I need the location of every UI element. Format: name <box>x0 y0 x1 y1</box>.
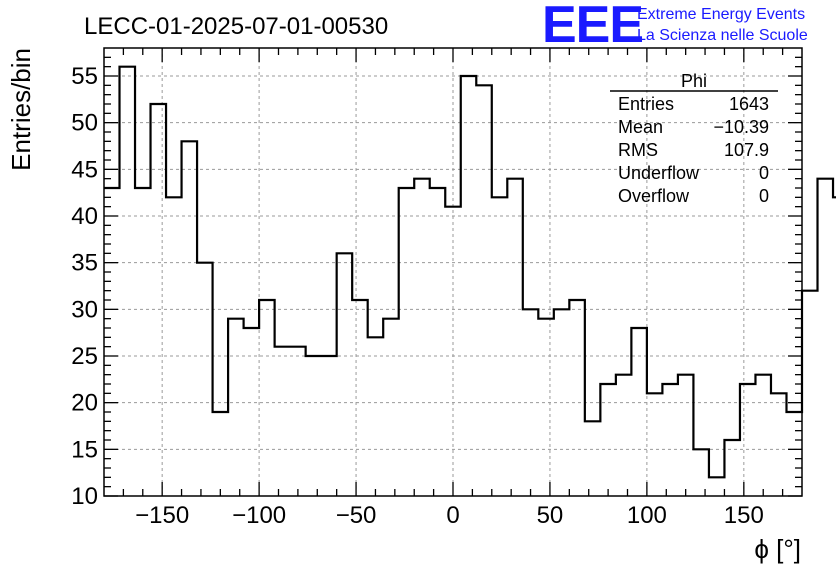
stats-row-value: 0 <box>759 163 769 183</box>
y-tick-label: 35 <box>71 250 98 277</box>
stats-row-label: Mean <box>618 117 663 137</box>
x-tick-label: 150 <box>724 502 764 529</box>
eee-logo-text: EEE <box>542 0 643 54</box>
brand-line-1: Extreme Energy Events <box>637 6 805 23</box>
y-tick-label: 25 <box>71 343 98 370</box>
y-tick-label: 55 <box>71 63 98 90</box>
grid-lines <box>104 48 802 497</box>
y-axis-ticks: 10 15 20 25 30 35 40 45 50 55 <box>71 56 802 510</box>
x-axis-label: ϕ [°] <box>754 534 801 564</box>
y-tick-label: 15 <box>71 436 98 463</box>
x-tick-label: −150 <box>135 502 189 529</box>
y-tick-label: 45 <box>71 156 98 183</box>
x-axis-ticks: −150 −100 −50 0 50 100 150 <box>122 48 784 529</box>
stats-row-value: 107.9 <box>724 140 769 160</box>
y-tick-label: 30 <box>71 296 98 323</box>
x-tick-label: 100 <box>627 502 667 529</box>
y-tick-label: 20 <box>71 390 98 417</box>
stats-row-label: RMS <box>618 140 658 160</box>
stats-row-label: Entries <box>618 94 674 114</box>
stats-row-value: 1643 <box>729 94 769 114</box>
stats-row-label: Underflow <box>618 163 700 183</box>
x-tick-label: 0 <box>446 502 459 529</box>
y-tick-label: 50 <box>71 110 98 137</box>
x-tick-label: 50 <box>537 502 564 529</box>
stats-title: Phi <box>681 71 707 91</box>
stats-box: Phi Entries 1643 Mean −10.39 RMS 107.9 Underfl… <box>610 71 778 206</box>
eee-logo: EEE Extreme Energy Events La Scienza nel… <box>542 0 808 54</box>
y-axis-label: Entries/bin <box>6 48 36 171</box>
x-tick-label: −50 <box>336 502 377 529</box>
stats-row-label: Overflow <box>618 186 690 206</box>
stats-row-value: 0 <box>759 186 769 206</box>
brand-line-2: La Scienza nelle Scuole <box>637 27 808 44</box>
y-tick-label: 10 <box>71 483 98 510</box>
chart-title: LECC-01-2025-07-01-00530 <box>84 13 388 40</box>
histogram-outline <box>104 65 836 479</box>
x-tick-label: −100 <box>232 502 286 529</box>
stats-row-value: −10.39 <box>713 117 769 137</box>
y-tick-label: 40 <box>71 203 98 230</box>
